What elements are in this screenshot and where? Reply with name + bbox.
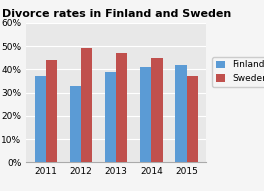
Bar	[140, 67, 151, 162]
Legend: Finland, Sweden: Finland, Sweden	[212, 57, 264, 87]
Bar	[186, 76, 198, 162]
Title: Divorce rates in Finland and Sweden: Divorce rates in Finland and Sweden	[2, 9, 231, 19]
Bar	[175, 65, 186, 162]
Bar	[81, 49, 92, 162]
Bar	[46, 60, 57, 162]
Bar	[116, 53, 128, 162]
Bar	[70, 86, 81, 162]
Bar	[105, 72, 116, 162]
Bar	[151, 58, 163, 162]
Bar	[35, 76, 46, 162]
